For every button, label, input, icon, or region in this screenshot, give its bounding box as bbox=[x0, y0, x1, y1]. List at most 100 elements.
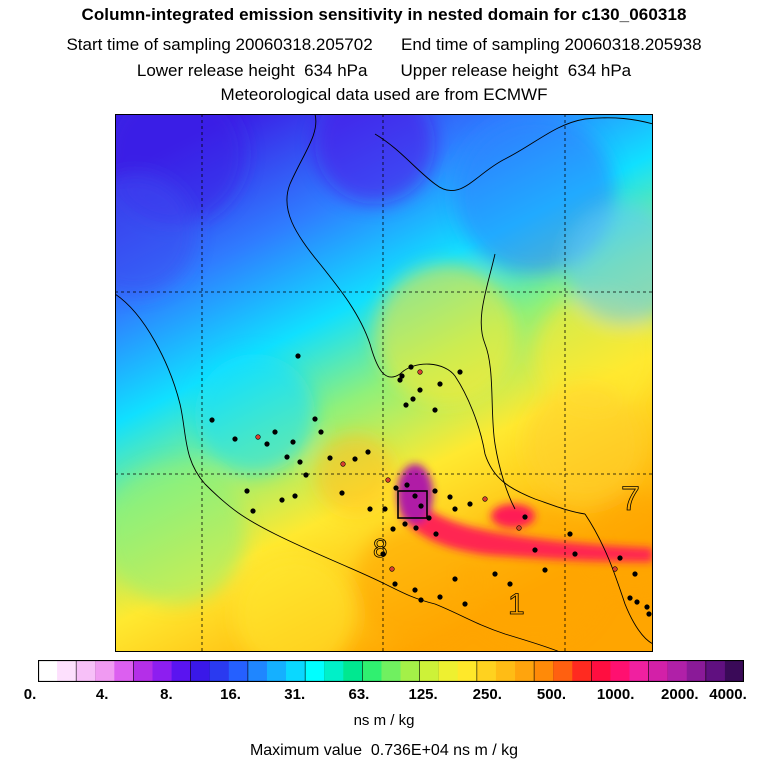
release-marker bbox=[303, 472, 309, 478]
colorbar-cell bbox=[400, 660, 421, 682]
colorbar-cell bbox=[114, 660, 134, 682]
colorbar-tick-label: 31. bbox=[284, 686, 306, 703]
release-marker bbox=[646, 611, 652, 617]
release-marker bbox=[417, 369, 423, 375]
release-marker bbox=[627, 595, 633, 601]
release-marker bbox=[250, 508, 256, 514]
plume-band bbox=[400, 474, 653, 562]
colorbar-cell bbox=[152, 660, 172, 682]
release-marker bbox=[572, 551, 578, 557]
contour-label-1: 1 bbox=[508, 588, 525, 621]
colorbar-tick-label: 500. bbox=[536, 686, 567, 703]
colorbar-cell bbox=[381, 660, 401, 682]
sampling-times: Start time of sampling 20060318.205702 E… bbox=[0, 35, 768, 55]
colorbar-tick-label: 63. bbox=[348, 686, 370, 703]
sensitivity-blob bbox=[315, 114, 435, 204]
release-marker bbox=[417, 387, 423, 393]
release-marker bbox=[617, 555, 623, 561]
release-marker bbox=[634, 599, 640, 605]
release-marker bbox=[522, 514, 528, 520]
release-marker bbox=[452, 506, 458, 512]
release-marker bbox=[284, 454, 290, 460]
release-marker bbox=[516, 525, 522, 531]
colorbar-cell bbox=[38, 660, 58, 682]
release-marker bbox=[399, 373, 405, 379]
colorbar-tick-label: 1000. bbox=[596, 686, 635, 703]
release-heights: Lower release height 634 hPa Upper relea… bbox=[0, 61, 768, 81]
colorbar-cell bbox=[419, 660, 440, 682]
release-marker bbox=[567, 531, 573, 537]
colorbar-cell bbox=[190, 660, 211, 682]
release-marker bbox=[413, 525, 419, 531]
colorbar-cell bbox=[476, 660, 497, 682]
colorbar-cell bbox=[57, 660, 77, 682]
release-marker bbox=[244, 488, 250, 494]
release-marker bbox=[365, 449, 371, 455]
release-marker bbox=[492, 571, 498, 577]
release-marker bbox=[367, 506, 373, 512]
colorbar-cell bbox=[343, 660, 363, 682]
release-marker bbox=[452, 576, 458, 582]
map-frame bbox=[115, 114, 653, 652]
release-markers bbox=[209, 353, 652, 617]
release-marker bbox=[297, 459, 303, 465]
lower-release-height: Lower release height 634 hPa bbox=[136, 61, 368, 80]
release-marker bbox=[403, 402, 409, 408]
colorbar-cell bbox=[533, 660, 554, 682]
release-marker bbox=[339, 490, 345, 496]
colorbar-cell bbox=[495, 660, 516, 682]
coastline-east bbox=[374, 117, 653, 191]
release-marker bbox=[432, 488, 438, 494]
release-marker bbox=[392, 581, 398, 587]
release-marker bbox=[462, 601, 468, 607]
colorbar-frame bbox=[38, 660, 744, 682]
coastline-north bbox=[480, 253, 516, 510]
coastline-west bbox=[115, 293, 561, 652]
release-marker bbox=[380, 551, 386, 557]
colorbar-cell bbox=[667, 660, 688, 682]
colorbar-tick-label: 2000. bbox=[661, 686, 699, 703]
release-marker bbox=[272, 429, 278, 435]
colorbar-tick-label: 250. bbox=[472, 686, 502, 703]
sensitivity-blob bbox=[375, 264, 515, 404]
release-marker bbox=[410, 396, 416, 402]
release-marker bbox=[352, 456, 358, 462]
release-marker bbox=[382, 506, 388, 512]
start-time: Start time of sampling 20060318.205702 bbox=[66, 35, 373, 54]
release-marker bbox=[426, 515, 432, 521]
release-marker bbox=[482, 496, 488, 502]
release-marker bbox=[264, 441, 270, 447]
release-marker bbox=[418, 597, 424, 603]
colorbar-cell bbox=[438, 660, 459, 682]
release-marker bbox=[507, 581, 513, 587]
sensitivity-blob bbox=[465, 504, 605, 644]
release-marker bbox=[385, 477, 391, 483]
release-marker bbox=[644, 604, 650, 610]
sensitivity-blob bbox=[585, 494, 653, 594]
release-marker bbox=[232, 436, 238, 442]
release-marker bbox=[295, 353, 301, 359]
release-marker bbox=[389, 566, 395, 572]
release-marker bbox=[408, 364, 414, 370]
colorbar-cell bbox=[95, 660, 115, 682]
sensitivity-blob bbox=[535, 294, 653, 414]
coastline-gulf bbox=[286, 114, 586, 515]
colorbar-cell bbox=[228, 660, 249, 682]
colorbar-cell bbox=[171, 660, 192, 682]
source-box bbox=[397, 490, 428, 519]
release-marker bbox=[447, 494, 453, 500]
release-marker bbox=[457, 369, 463, 375]
colorbar-cell bbox=[133, 660, 154, 682]
sensitivity-blob bbox=[195, 354, 315, 474]
release-marker bbox=[433, 531, 439, 537]
release-marker bbox=[318, 429, 324, 435]
colorbar-cell bbox=[266, 660, 287, 682]
colorbar-cell bbox=[629, 660, 649, 682]
colorbar-tick-label: 125. bbox=[408, 686, 438, 703]
release-marker bbox=[418, 503, 424, 509]
met-data-note: Meteorological data used are from ECMWF bbox=[220, 85, 548, 104]
release-marker bbox=[542, 567, 548, 573]
colorbar-cell bbox=[457, 660, 478, 682]
upper-release-height: Upper release height 634 hPa bbox=[400, 61, 632, 80]
colorbar-cell bbox=[705, 660, 726, 682]
